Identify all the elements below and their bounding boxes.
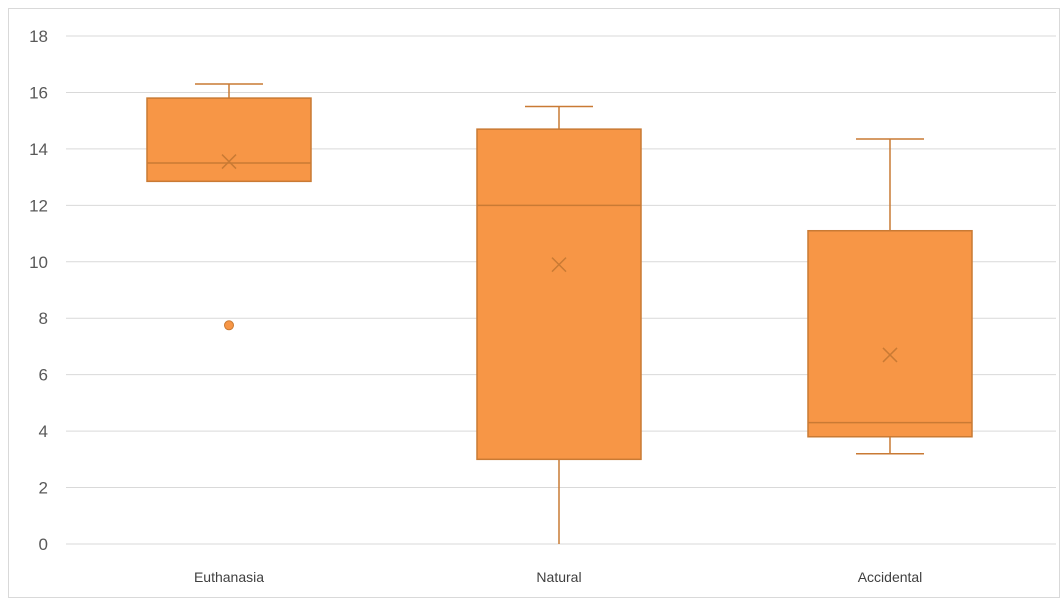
x-category-label: Euthanasia — [194, 569, 264, 585]
mean-marker — [551, 257, 567, 273]
y-tick-label: 6 — [39, 366, 48, 385]
outlier-point — [224, 320, 234, 331]
x-category-label: Accidental — [858, 569, 923, 585]
box — [807, 229, 973, 438]
y-tick-label: 12 — [29, 196, 48, 215]
y-tick-label: 8 — [39, 309, 48, 328]
box-euthanasia — [146, 83, 312, 331]
y-axis-tick-labels: 0 2 4 6 8 10 12 14 16 18 — [29, 27, 48, 554]
box — [476, 128, 642, 461]
box — [146, 97, 312, 183]
box-natural — [476, 105, 642, 544]
x-category-label: Natural — [536, 569, 581, 585]
y-tick-label: 2 — [39, 479, 48, 498]
y-tick-label: 4 — [39, 422, 48, 441]
x-axis-category-labels: Euthanasia Natural Accidental — [194, 569, 922, 585]
y-tick-label: 14 — [29, 140, 48, 159]
mean-marker — [882, 347, 898, 363]
mean-marker — [221, 154, 237, 170]
y-tick-label: 16 — [29, 83, 48, 102]
box-accidental — [807, 138, 973, 455]
box-series — [146, 83, 973, 544]
y-tick-label: 0 — [39, 535, 48, 554]
y-tick-label: 10 — [29, 253, 48, 272]
y-tick-label: 18 — [29, 27, 48, 46]
